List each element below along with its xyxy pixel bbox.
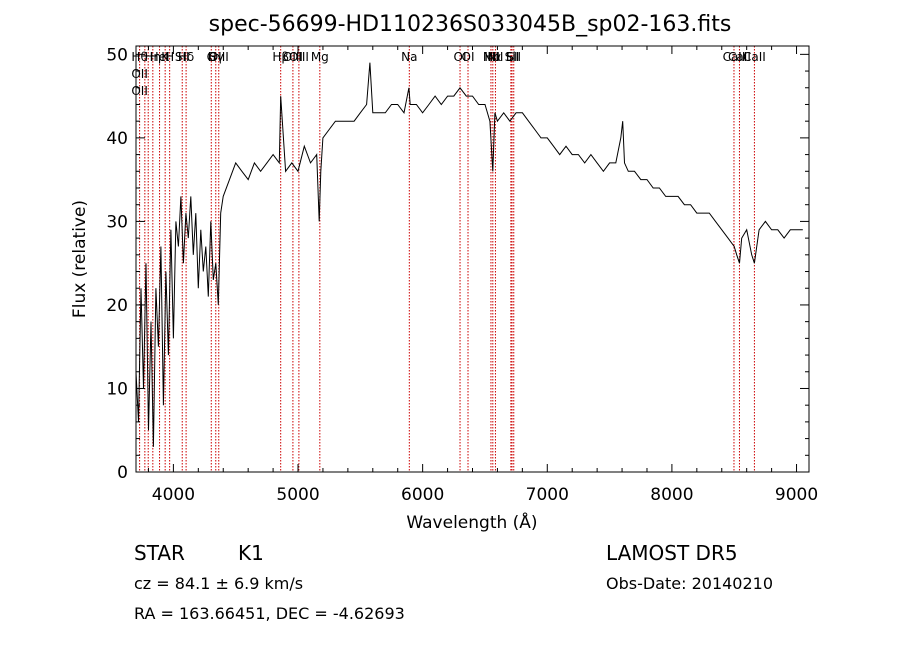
- line-marker-label: OII: [131, 84, 148, 98]
- y-tick-label: 20: [106, 296, 128, 316]
- y-tick-label: 40: [106, 129, 128, 149]
- x-axis: 4000 5000 6000 7000 8000 9000: [147, 46, 818, 505]
- chart-title: spec-56699-HD110236S033045B_sp02-163.fit…: [209, 12, 732, 37]
- line-marker-label: Hη: [145, 50, 162, 64]
- line-marker-label: SII: [506, 50, 521, 64]
- y-tick-label: 10: [106, 379, 128, 399]
- line-marker-label: Hβ: [272, 50, 289, 64]
- line-marker-label: NII: [487, 50, 503, 64]
- x-tick-label: 9000: [775, 485, 818, 505]
- coords-text: RA = 163.66451, DEC = -4.62693: [134, 604, 405, 623]
- line-marker-label: Hα: [484, 50, 501, 64]
- line-marker-label: Na: [401, 50, 417, 64]
- line-marker-label: Mg: [311, 50, 329, 64]
- line-marker-label: CaII: [728, 50, 751, 64]
- x-tick-label: 7000: [526, 485, 569, 505]
- x-tick-label: 5000: [276, 485, 319, 505]
- line-marker-label: OIII: [289, 50, 309, 64]
- y-axis-label: Flux (relative): [70, 200, 90, 318]
- line-marker-label: G: [207, 50, 216, 64]
- line-marker-label: OIII: [209, 50, 229, 64]
- x-tick-label: 6000: [401, 485, 444, 505]
- line-marker-label: SII: [505, 50, 520, 64]
- line-marker-label: H: [165, 50, 174, 64]
- x-tick-label: 8000: [650, 485, 693, 505]
- x-tick-label: 4000: [152, 485, 195, 505]
- line-marker-label: K: [161, 50, 170, 64]
- x-axis-label: Wavelength (Å): [406, 511, 537, 533]
- y-tick-label: 30: [106, 212, 128, 232]
- line-marker-label: OII: [131, 67, 148, 81]
- line-marker-label: HeI: [150, 50, 170, 64]
- obs-date-text: Obs-Date: 20140210: [606, 574, 774, 593]
- subclass-label: K1: [238, 541, 264, 565]
- line-marker-label: Hγ: [208, 50, 224, 64]
- line-marker-label: CaII: [723, 50, 746, 64]
- redshift-text: cz = 84.1 ± 6.9 km/s: [134, 574, 304, 593]
- line-markers: [139, 46, 755, 472]
- line-marker-label: Li: [506, 50, 516, 64]
- spectrum-line: [135, 62, 803, 447]
- line-marker-label: OI: [454, 50, 467, 64]
- line-marker-label: Hδ: [178, 50, 194, 64]
- y-tick-label: 50: [106, 45, 128, 65]
- class-label: STAR: [134, 541, 185, 565]
- line-marker-label: NII: [483, 50, 499, 64]
- line-marker-label: CaII: [743, 50, 766, 64]
- line-marker-label: OI: [462, 50, 475, 64]
- y-axis: 0 10 20 30 40 50: [106, 45, 809, 483]
- plot-frame: [135, 45, 810, 473]
- survey-label: LAMOST DR5: [606, 541, 738, 565]
- line-marker-label: SII: [175, 50, 190, 64]
- y-tick-label: 0: [117, 463, 128, 483]
